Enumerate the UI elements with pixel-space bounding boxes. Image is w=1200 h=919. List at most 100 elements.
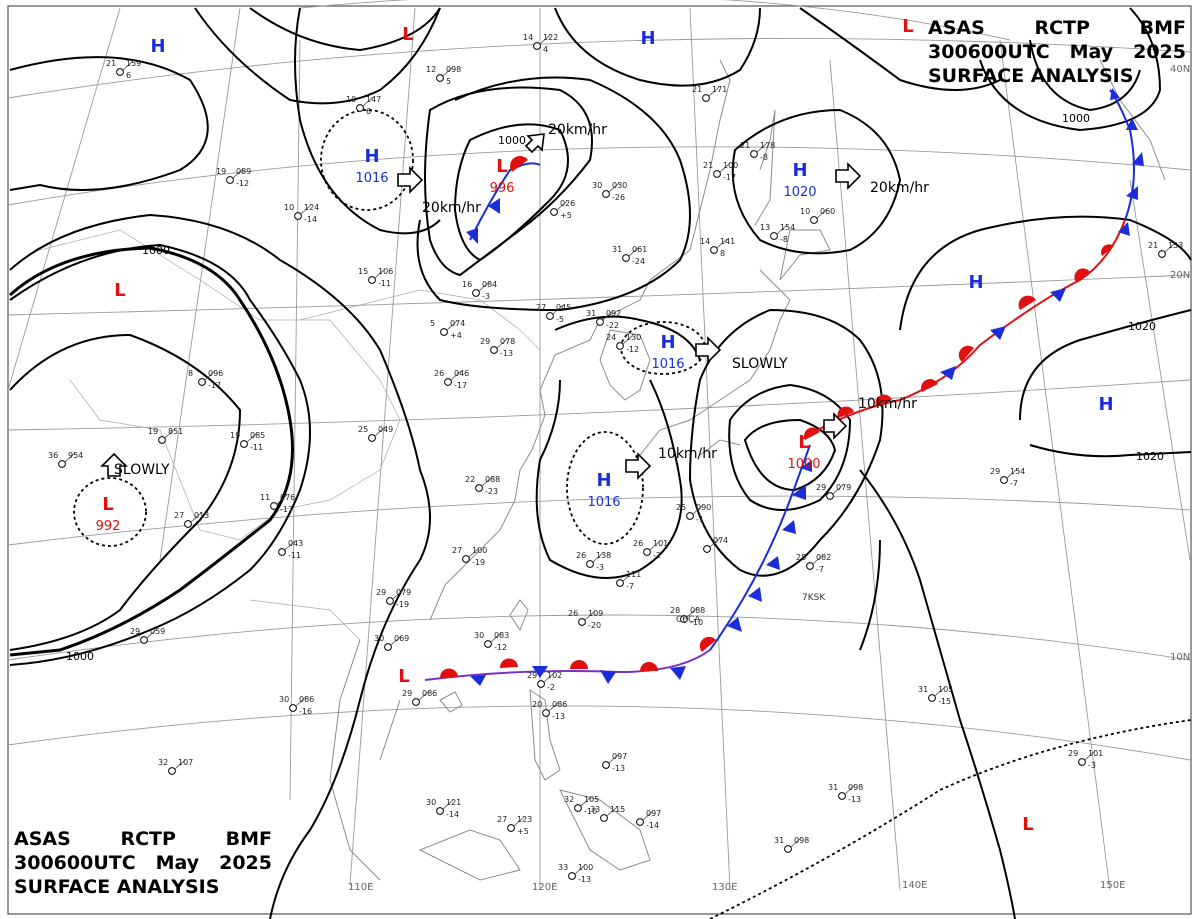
station-plot: 28 088 -10: [670, 606, 705, 627]
wind-barb: [812, 554, 824, 565]
station-circle: [568, 872, 576, 880]
station-plot: 32 107: [158, 758, 193, 775]
station-circle: [810, 216, 818, 224]
isobar: [728, 383, 852, 511]
station-plot: 19 085 -11: [230, 431, 265, 452]
station-temperature: 25: [358, 425, 368, 434]
station-pressure: 088: [690, 606, 705, 615]
station-plot: 25 090 -1: [676, 503, 711, 524]
station-temperature: 10: [800, 207, 810, 216]
isobar-label: 1020: [1136, 450, 1164, 463]
station-pressure: 069: [394, 634, 409, 643]
isobar-label: 1000: [498, 134, 526, 147]
station-temperature: 29: [376, 588, 386, 597]
title-station: RCTP: [120, 828, 176, 850]
station-temperature: 16: [462, 280, 472, 289]
station-tendency: -12: [236, 179, 249, 188]
wind-barb: [146, 628, 158, 639]
station-plot: 16 084 -3: [462, 280, 497, 301]
isobar: [453, 123, 569, 262]
station-circle: [484, 640, 492, 648]
arrow-right: [397, 166, 424, 194]
wind-barb: [204, 370, 216, 381]
station-pressure: 954: [68, 451, 83, 460]
station-pressure: 154: [780, 223, 795, 232]
station-circle: [386, 597, 394, 605]
motion-label: 10km/hr: [858, 396, 917, 412]
station-temperature: 19: [230, 431, 240, 440]
wind-barb: [584, 610, 596, 621]
station-temperature: 30: [374, 634, 384, 643]
station-temperature: 25: [676, 503, 686, 512]
station-code: 7KSK: [802, 593, 826, 603]
station-plot: 32 105 -10: [564, 795, 599, 816]
low-center: L: [902, 16, 913, 37]
station-tendency: -22: [606, 321, 619, 330]
station-temperature: 21: [1148, 241, 1158, 250]
station-circle: [294, 212, 302, 220]
wind-barb: [513, 816, 525, 827]
wind-barb: [649, 540, 661, 551]
station-temperature: 31: [918, 685, 928, 694]
station-circle: [444, 378, 452, 386]
station-pressure: 101: [1088, 749, 1103, 758]
station-plot: 19 851: [148, 427, 183, 444]
cold-front-main: [709, 444, 811, 651]
wind-barb: [580, 796, 592, 807]
station-pressure: 141: [720, 237, 735, 246]
station-plot: 11 076 -17: [260, 493, 295, 514]
isobar-label: 1000: [1062, 112, 1090, 125]
high-center: H: [1098, 394, 1113, 415]
high-center: H: [640, 28, 655, 49]
station-circle: [586, 560, 594, 568]
wind-barb: [1006, 468, 1018, 479]
station-pressure: 013: [194, 511, 209, 520]
station-circle: [928, 694, 936, 702]
wind-barb: [1164, 242, 1176, 253]
longitude-label: 130E: [712, 882, 737, 893]
station-pressure: 130: [626, 333, 641, 342]
station-plot: 097-13: [602, 752, 627, 773]
station-tendency: -2: [547, 683, 555, 692]
station-pressure: 074: [450, 319, 465, 328]
station-plot: 27 013: [174, 511, 209, 528]
wind-barb: [708, 86, 720, 97]
station-pressure: 030: [612, 181, 627, 190]
station-circle: [1000, 476, 1008, 484]
longitude-label: 120E: [532, 882, 557, 893]
station-pressure: 115: [610, 805, 625, 814]
wind-barb: [300, 204, 312, 215]
labels-layer: 110E 120E 130E 140E 150E40N20N10N10001000100…: [66, 64, 1190, 893]
high-center: H: [596, 470, 611, 491]
station-tendency: -11: [250, 443, 263, 452]
station-circle: [550, 208, 558, 216]
center-pressure-value: 1016: [651, 357, 684, 372]
isobar-label: 1000: [66, 650, 94, 663]
station-temperature: 19: [148, 427, 158, 436]
station-circle: [158, 436, 166, 444]
wind-barb: [442, 799, 454, 810]
station-plot: 13 154 -8: [760, 223, 795, 244]
wind-barb: [490, 632, 502, 643]
station-pressure: 121: [446, 798, 461, 807]
station-pressure: 061: [632, 245, 647, 254]
station-tendency: -13: [578, 875, 591, 884]
station-pressure: 109: [588, 609, 603, 618]
station-temperature: 10: [284, 203, 294, 212]
station-temperature: 5: [430, 319, 435, 328]
wind-barb: [190, 512, 202, 523]
indochina: [329, 639, 401, 881]
station-tendency: -5: [556, 315, 564, 324]
station-pressure: 100: [472, 546, 487, 555]
station-pressure: 106: [378, 267, 393, 276]
isobar-label: 1020: [1128, 320, 1156, 333]
station-plot: 30 083 -12: [474, 631, 509, 652]
isobar: [535, 379, 683, 579]
station-circle: [184, 520, 192, 528]
station-tendency: +5: [517, 827, 529, 836]
station-circle: [270, 502, 278, 510]
station-circle: [750, 150, 758, 158]
station-tendency: -14: [646, 821, 659, 830]
map-frame: [7, 5, 1192, 915]
station-plot: 10 124 -14: [284, 203, 319, 224]
